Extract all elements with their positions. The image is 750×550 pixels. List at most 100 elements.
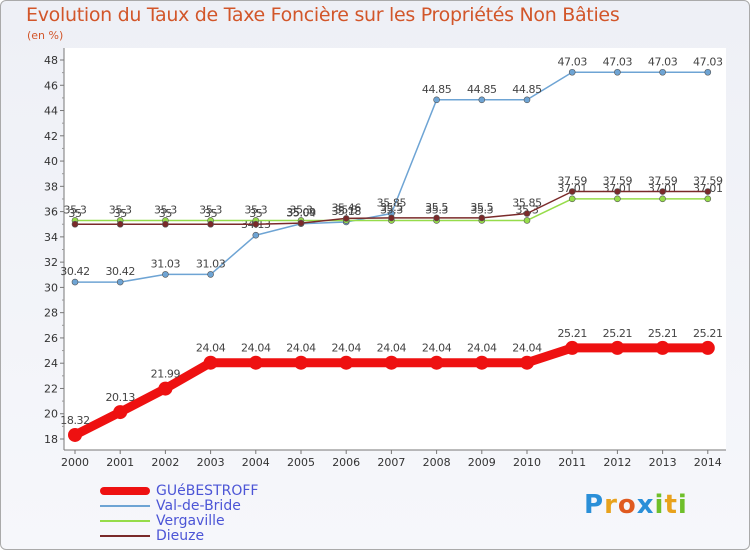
data-label-vergaville: 35.3 xyxy=(516,203,539,216)
y-tick-label: 46 xyxy=(44,79,58,92)
data-label-gu-bestroff: 24.04 xyxy=(331,342,361,355)
data-label-val-de-bride: 30.42 xyxy=(105,265,135,278)
data-label-gu-bestroff: 24.04 xyxy=(377,342,407,355)
data-label-gu-bestroff: 24.04 xyxy=(512,342,542,355)
data-label-gu-bestroff: 24.04 xyxy=(286,342,316,355)
data-label-gu-bestroff: 25.21 xyxy=(648,327,678,340)
data-point-gu-bestroff xyxy=(429,355,444,370)
data-point-gu-bestroff xyxy=(339,355,354,370)
data-label-vergaville: 35.3 xyxy=(380,203,403,216)
data-point-dieuze xyxy=(523,210,531,217)
y-tick-label: 30 xyxy=(44,281,58,294)
data-label-gu-bestroff: 24.04 xyxy=(467,342,497,355)
data-point-gu-bestroff xyxy=(68,427,82,442)
data-point-gu-bestroff xyxy=(113,405,128,420)
y-tick-label: 34 xyxy=(44,231,58,244)
data-point-gu-bestroff xyxy=(565,340,580,355)
data-label-gu-bestroff: 21.99 xyxy=(151,368,181,381)
data-point-val-de-bride xyxy=(207,271,214,278)
data-point-vergaville xyxy=(523,217,531,224)
x-tick-label: 2007 xyxy=(377,456,405,469)
data-point-gu-bestroff xyxy=(655,340,670,355)
legend-label-vergaville: Vergaville xyxy=(156,513,225,529)
proxiti-logo: Proxiti xyxy=(584,490,688,520)
x-tick-label: 2012 xyxy=(603,456,631,469)
data-label-vergaville: 35.3 xyxy=(244,203,267,216)
legend-item-dieuze: Dieuze xyxy=(100,529,258,544)
data-point-gu-bestroff xyxy=(158,381,173,396)
data-label-gu-bestroff: 25.21 xyxy=(693,327,723,340)
legend-label-val-de-bride: Val-de-Bride xyxy=(156,498,241,514)
data-point-val-de-bride xyxy=(71,278,79,286)
y-tick-label: 32 xyxy=(44,256,58,269)
data-label-dieuze: 35.5 xyxy=(470,201,493,214)
data-point-gu-bestroff xyxy=(520,355,534,370)
data-point-val-de-bride xyxy=(614,68,621,76)
data-label-val-de-bride: 35.18 xyxy=(331,205,361,218)
data-point-val-de-bride xyxy=(523,96,531,104)
data-label-val-de-bride: 47.03 xyxy=(557,55,587,68)
data-label-dieuze: 35.5 xyxy=(380,201,403,214)
data-point-gu-bestroff xyxy=(384,355,399,370)
legend-label-guebestroff: GUéBESTROFF xyxy=(156,483,259,499)
data-label-val-de-bride: 30.42 xyxy=(60,265,90,278)
data-point-val-de-bride xyxy=(478,96,486,104)
y-tick-label: 42 xyxy=(44,130,58,143)
data-label-vergaville: 35.3 xyxy=(290,203,313,216)
data-label-val-de-bride: 35.85 xyxy=(377,196,407,209)
data-point-dieuze xyxy=(116,220,124,228)
data-label-vergaville: 35.3 xyxy=(64,203,87,216)
data-label-dieuze: 35 xyxy=(68,207,82,220)
data-point-gu-bestroff xyxy=(248,355,263,370)
data-point-dieuze xyxy=(388,214,395,222)
legend-swatch-guebestroff xyxy=(100,487,150,495)
x-tick-label: 2013 xyxy=(649,456,677,469)
x-tick-label: 2010 xyxy=(513,456,541,469)
data-point-vergaville xyxy=(659,195,666,203)
data-label-dieuze: 35.5 xyxy=(425,201,448,214)
data-label-vergaville: 35.3 xyxy=(199,203,222,216)
data-label-gu-bestroff: 24.04 xyxy=(196,342,226,355)
data-label-vergaville: 35.3 xyxy=(154,203,177,216)
data-label-dieuze: 37.59 xyxy=(603,175,633,188)
data-label-gu-bestroff: 20.13 xyxy=(105,391,135,404)
data-label-val-de-bride: 31.03 xyxy=(151,257,181,270)
x-tick-label: 2014 xyxy=(694,456,722,469)
x-tick-label: 2000 xyxy=(61,456,89,469)
data-label-val-de-bride: 31.03 xyxy=(196,257,226,270)
data-label-gu-bestroff: 24.04 xyxy=(241,342,271,355)
data-point-dieuze xyxy=(162,220,169,228)
data-point-dieuze xyxy=(207,220,214,228)
data-point-gu-bestroff xyxy=(474,355,489,370)
data-label-dieuze: 37.59 xyxy=(693,175,723,188)
data-label-val-de-bride: 35.04 xyxy=(286,207,316,220)
data-label-val-de-bride: 47.03 xyxy=(648,55,678,68)
data-label-val-de-bride: 47.03 xyxy=(693,55,723,68)
data-label-dieuze: 35.09 xyxy=(286,206,316,219)
x-tick-label: 2001 xyxy=(106,456,134,469)
y-tick-label: 36 xyxy=(44,206,58,219)
data-label-val-de-bride: 44.85 xyxy=(512,83,542,96)
data-label-vergaville: 35.3 xyxy=(335,203,358,216)
x-tick-label: 2004 xyxy=(242,456,270,469)
x-tick-label: 2011 xyxy=(558,456,586,469)
data-point-vergaville xyxy=(704,195,712,203)
data-point-dieuze xyxy=(342,215,350,222)
data-point-val-de-bride xyxy=(568,68,576,76)
y-tick-label: 48 xyxy=(44,54,58,67)
legend-swatch-dieuze xyxy=(100,535,150,537)
data-label-vergaville: 35.3 xyxy=(109,203,132,216)
data-point-val-de-bride xyxy=(252,231,260,239)
legend-item-guebestroff: GUéBESTROFF xyxy=(100,484,258,499)
data-label-val-de-bride: 44.85 xyxy=(467,83,497,96)
legend-label-dieuze: Dieuze xyxy=(156,528,205,544)
data-point-dieuze xyxy=(252,220,260,228)
x-tick-label: 2009 xyxy=(468,456,496,469)
data-label-gu-bestroff: 25.21 xyxy=(557,327,587,340)
data-point-val-de-bride xyxy=(704,68,712,76)
data-label-dieuze: 37.59 xyxy=(648,175,678,188)
chart-legend: GUéBESTROFF Val-de-Bride Vergaville Dieu… xyxy=(100,484,258,544)
x-tick-label: 2006 xyxy=(332,456,360,469)
legend-swatch-val-de-bride xyxy=(100,505,150,507)
